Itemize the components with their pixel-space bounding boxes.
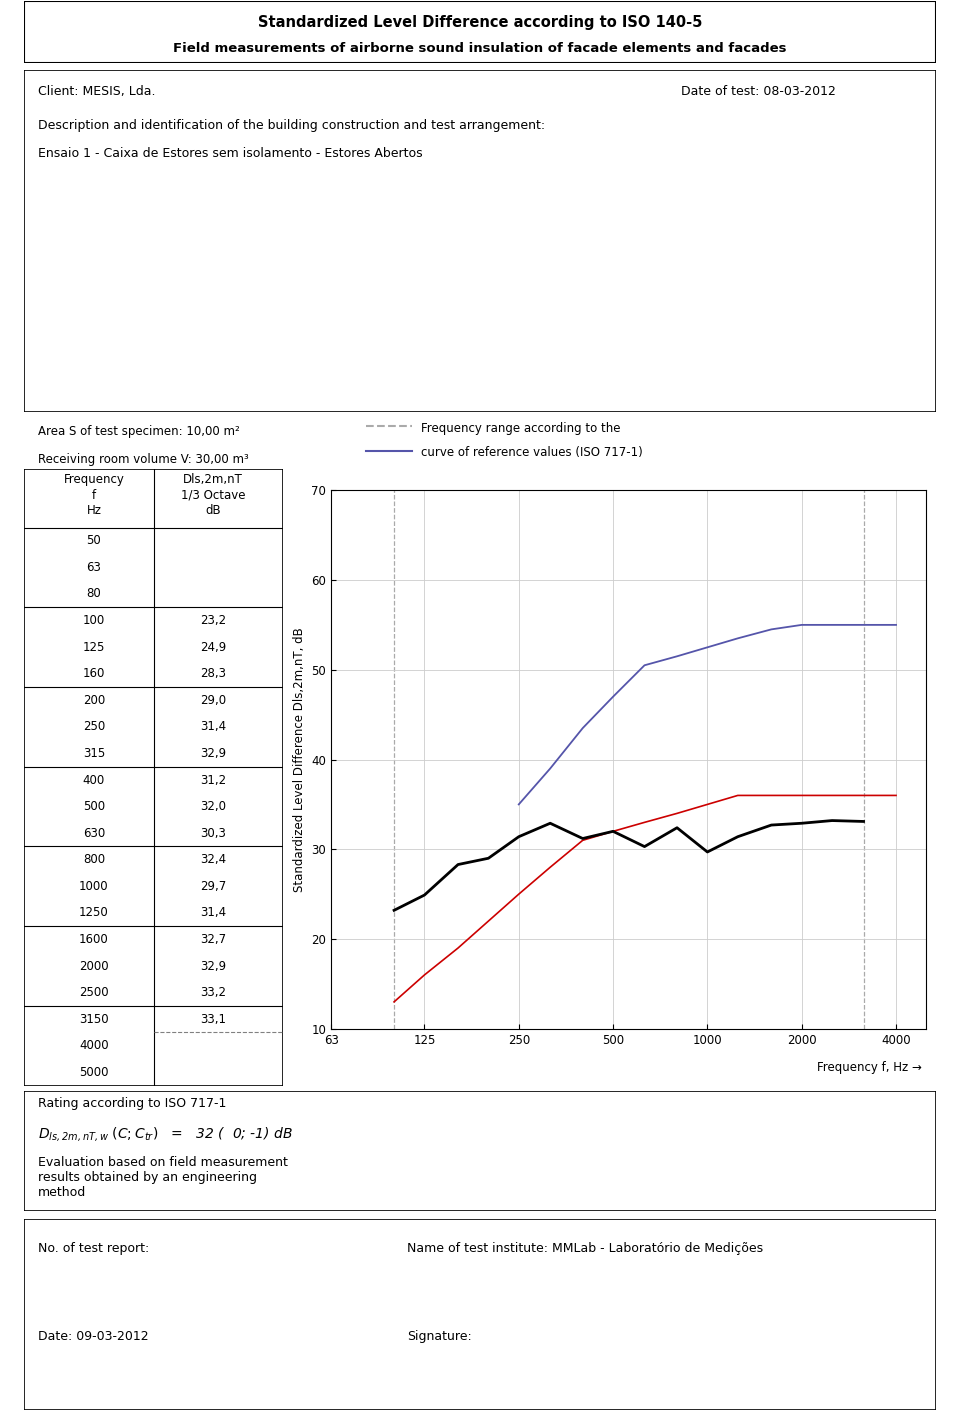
Text: 31,4: 31,4 — [200, 720, 227, 733]
Text: 125: 125 — [83, 641, 106, 654]
Text: curve of reference values (ISO 717-1): curve of reference values (ISO 717-1) — [420, 446, 642, 459]
Text: 3150: 3150 — [79, 1013, 108, 1026]
Text: 32,0: 32,0 — [201, 800, 227, 813]
Text: 29,7: 29,7 — [200, 880, 227, 892]
Text: Ensaio 1 - Caixa de Estores sem isolamento - Estores Abertos: Ensaio 1 - Caixa de Estores sem isolamen… — [37, 146, 422, 159]
Text: 32,4: 32,4 — [200, 853, 227, 867]
Text: f: f — [92, 489, 96, 502]
Text: 30,3: 30,3 — [201, 827, 227, 840]
Text: 4000: 4000 — [79, 1039, 108, 1053]
Text: No. of test report:: No. of test report: — [37, 1242, 149, 1255]
Text: Frequency range according to the: Frequency range according to the — [420, 422, 620, 435]
Text: 2500: 2500 — [79, 986, 108, 999]
Text: Date of test: 08-03-2012: Date of test: 08-03-2012 — [681, 85, 835, 98]
Text: 29,0: 29,0 — [200, 693, 227, 706]
Text: Evaluation based on field measurement
results obtained by an engineering
method: Evaluation based on field measurement re… — [37, 1155, 288, 1199]
Text: 160: 160 — [83, 668, 106, 681]
Text: Description and identification of the building construction and test arrangement: Description and identification of the bu… — [37, 119, 545, 132]
Text: Signature:: Signature: — [407, 1330, 471, 1343]
Text: Date: 09-03-2012: Date: 09-03-2012 — [37, 1330, 148, 1343]
Text: 32,9: 32,9 — [200, 959, 227, 972]
Text: 32,7: 32,7 — [200, 934, 227, 946]
Text: Frequency f, Hz →: Frequency f, Hz → — [817, 1061, 922, 1074]
Text: 80: 80 — [86, 587, 102, 601]
Text: 1250: 1250 — [79, 907, 108, 919]
Text: 32,9: 32,9 — [200, 747, 227, 760]
Text: 23,2: 23,2 — [200, 614, 227, 627]
Text: 315: 315 — [83, 747, 105, 760]
Text: 800: 800 — [83, 853, 105, 867]
Text: Name of test institute: MMLab - Laboratório de Medições: Name of test institute: MMLab - Laborató… — [407, 1242, 763, 1255]
Text: 5000: 5000 — [80, 1066, 108, 1079]
Text: dB: dB — [205, 504, 221, 517]
Text: 33,2: 33,2 — [201, 986, 227, 999]
Text: 100: 100 — [83, 614, 105, 627]
Text: 33,1: 33,1 — [201, 1013, 227, 1026]
Text: Frequency: Frequency — [63, 473, 125, 486]
Y-axis label: Standardized Level Difference Dls,2m,nT, dB: Standardized Level Difference Dls,2m,nT,… — [293, 627, 306, 892]
Text: 500: 500 — [83, 800, 105, 813]
Text: Area S of test specimen: 10,00 m²: Area S of test specimen: 10,00 m² — [37, 425, 239, 438]
Text: 1000: 1000 — [79, 880, 108, 892]
Text: 31,2: 31,2 — [200, 773, 227, 786]
Text: Dls,2m,nT: Dls,2m,nT — [183, 473, 243, 486]
Text: Hz: Hz — [86, 504, 102, 517]
Text: Rating according to ISO 717-1: Rating according to ISO 717-1 — [37, 1097, 226, 1110]
Text: Client: MESIS, Lda.: Client: MESIS, Lda. — [37, 85, 156, 98]
Text: Receiving room volume V: 30,00 m³: Receiving room volume V: 30,00 m³ — [37, 453, 249, 466]
Text: $D_{\mathregular{ls,2m,nT,w}}$ $(C;C_{\mathregular{tr}})$   =   32 (  0; -1) dB: $D_{\mathregular{ls,2m,nT,w}}$ $(C;C_{\m… — [37, 1125, 293, 1142]
Text: 63: 63 — [86, 561, 102, 574]
Text: 31,4: 31,4 — [200, 907, 227, 919]
Text: 24,9: 24,9 — [200, 641, 227, 654]
Text: 28,3: 28,3 — [201, 668, 227, 681]
Text: 1/3 Octave: 1/3 Octave — [181, 489, 246, 502]
Text: 250: 250 — [83, 720, 105, 733]
Text: 1600: 1600 — [79, 934, 108, 946]
Text: 400: 400 — [83, 773, 105, 786]
Text: Field measurements of airborne sound insulation of facade elements and facades: Field measurements of airborne sound ins… — [173, 41, 787, 55]
Text: 630: 630 — [83, 827, 105, 840]
Text: 50: 50 — [86, 534, 102, 547]
Text: 2000: 2000 — [79, 959, 108, 972]
Text: Standardized Level Difference according to ISO 140-5: Standardized Level Difference according … — [258, 14, 702, 30]
Text: 200: 200 — [83, 693, 105, 706]
